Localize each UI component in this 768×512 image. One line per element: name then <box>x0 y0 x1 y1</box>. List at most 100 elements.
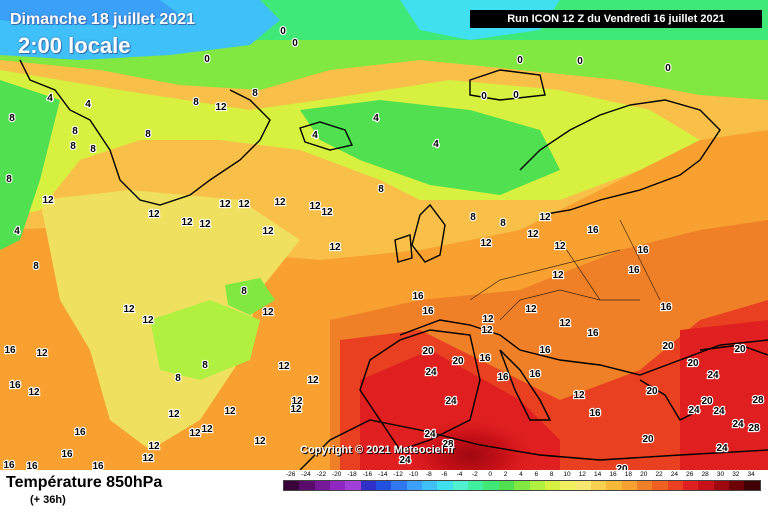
colorbar-tick-label: 4 <box>519 471 523 478</box>
isotherm-label: 12 <box>307 375 319 386</box>
isotherm-label: 12 <box>482 314 494 325</box>
isotherm-label: 12 <box>552 270 564 281</box>
isotherm-label: 16 <box>479 353 491 364</box>
isotherm-label: 12 <box>168 409 180 420</box>
isotherm-label: 12 <box>254 436 266 447</box>
colorbar-tick-label: 18 <box>624 471 632 478</box>
isotherm-label: 24 <box>445 396 457 407</box>
colorbar-tick-label: 2 <box>503 471 508 478</box>
isotherm-label: 12 <box>215 102 227 113</box>
colorbar-swatch <box>560 481 576 490</box>
isotherm-label: 12 <box>148 441 160 452</box>
greece-coast <box>639 379 701 421</box>
isotherm-label: 24 <box>425 367 437 378</box>
isotherm-label: 12 <box>573 390 585 401</box>
colorbar-tick-label: 26 <box>686 471 694 478</box>
isotherm-label: 8 <box>241 286 247 297</box>
colorbar-tick-label: 12 <box>578 471 586 478</box>
isotherm-label: 4 <box>312 130 318 141</box>
iberia-coast <box>359 329 481 451</box>
isotherm-label: 12 <box>559 318 571 329</box>
isotherm-label: 8 <box>70 141 76 152</box>
isotherm-label: 12 <box>219 199 231 210</box>
colorbar-tick-label: -24 <box>301 471 311 478</box>
isotherm-label: 24 <box>732 419 744 430</box>
colorbar-tick-label: -16 <box>362 471 373 478</box>
colorbar-swatch <box>621 481 637 490</box>
legend-panel: Température 850hPa (+ 36h) -26 -24 -22 -20-… <box>0 470 768 512</box>
isotherm-label: 12 <box>309 201 321 212</box>
isotherm-label: 8 <box>6 174 12 185</box>
isotherm-label: 24 <box>399 455 411 466</box>
isotherm-label: 16 <box>74 427 86 438</box>
isotherm-label: 20 <box>687 358 699 369</box>
colorbar-swatch <box>422 481 438 490</box>
isotherm-label: 8 <box>202 360 208 371</box>
isotherm-label: 20 <box>646 386 658 397</box>
isotherm-label: 8 <box>500 218 506 229</box>
colorbar-tick-label: 8 <box>549 471 554 478</box>
isotherm-label: 12 <box>525 304 537 315</box>
isotherm-label: 8 <box>90 144 96 155</box>
forecast-date: Dimanche 18 juillet 2021 <box>10 11 195 28</box>
isotherm-label: 12 <box>481 325 493 336</box>
isotherm-label: 8 <box>252 88 258 99</box>
isotherm-label: 28 <box>442 439 454 450</box>
isotherm-label: 12 <box>321 207 333 218</box>
turkey-coast <box>699 344 768 356</box>
isotherm-label: 8 <box>9 113 15 124</box>
isotherm-label: 8 <box>378 184 384 195</box>
isotherm-label: 16 <box>589 408 601 419</box>
colorbar-swatch <box>682 481 699 490</box>
isotherm-label: 12 <box>224 406 236 417</box>
isotherm-label: 12 <box>262 226 274 237</box>
isotherm-label: 24 <box>424 429 436 440</box>
temp-zone-colder <box>0 0 180 25</box>
isotherm-label: 12 <box>274 197 286 208</box>
temp-zone-green-pocket <box>150 300 260 380</box>
colorbar-swatch <box>406 481 423 490</box>
colorbar-swatch <box>284 481 300 490</box>
isotherm-label: 4 <box>14 226 20 237</box>
colorbar-swatch <box>345 481 361 490</box>
ireland-coast <box>394 234 413 263</box>
colorbar-swatch <box>590 481 607 490</box>
colorbar-tick-label: 22 <box>655 471 663 478</box>
isotherm-label: 12 <box>123 304 135 315</box>
isotherm-label: 12 <box>148 209 160 220</box>
africa-coast <box>299 419 768 470</box>
isotherm-label: 0 <box>204 54 210 65</box>
isotherm-label: 4 <box>373 113 379 124</box>
isotherm-label: 0 <box>513 90 519 101</box>
isotherm-label: 12 <box>290 404 302 415</box>
isotherm-label: 16 <box>3 460 15 470</box>
colorbar-tick-label: 24 <box>670 471 679 478</box>
colorbar-swatch <box>330 481 346 490</box>
isotherm-label: 16 <box>61 449 73 460</box>
isotherm-label: 0 <box>517 55 523 66</box>
italy-coast <box>499 349 552 421</box>
greenland-coast <box>19 59 271 206</box>
isotherm-label: 16 <box>529 369 541 380</box>
isotherm-label: 4 <box>85 99 91 110</box>
isotherm-label: 16 <box>587 225 599 236</box>
isotherm-label: 12 <box>527 229 539 240</box>
isotherm-label: 12 <box>291 396 303 407</box>
isotherm-label: 0 <box>665 63 671 74</box>
isotherm-label: 20 <box>662 341 674 352</box>
colorbar-swatch <box>544 481 561 490</box>
isotherm-label: 12 <box>278 361 290 372</box>
colorbar-swatch <box>483 481 499 490</box>
parameter-title: Température 850hPa <box>6 474 163 491</box>
temp-zone-green-small <box>225 278 275 315</box>
british-isles-coast <box>411 203 446 263</box>
isotherm-label: 12 <box>199 219 211 230</box>
copyright-notice: Copyright © 2021 Meteociel.fr <box>300 444 455 456</box>
temperature-colorbar <box>283 480 761 491</box>
isotherm-label: 8 <box>193 97 199 108</box>
colorbar-swatch <box>452 481 469 490</box>
colorbar-tick-label: 32 <box>732 471 740 478</box>
border-line <box>619 219 661 301</box>
colorbar-swatch <box>468 481 484 490</box>
colorbar-tick-label: -22 <box>316 471 327 478</box>
